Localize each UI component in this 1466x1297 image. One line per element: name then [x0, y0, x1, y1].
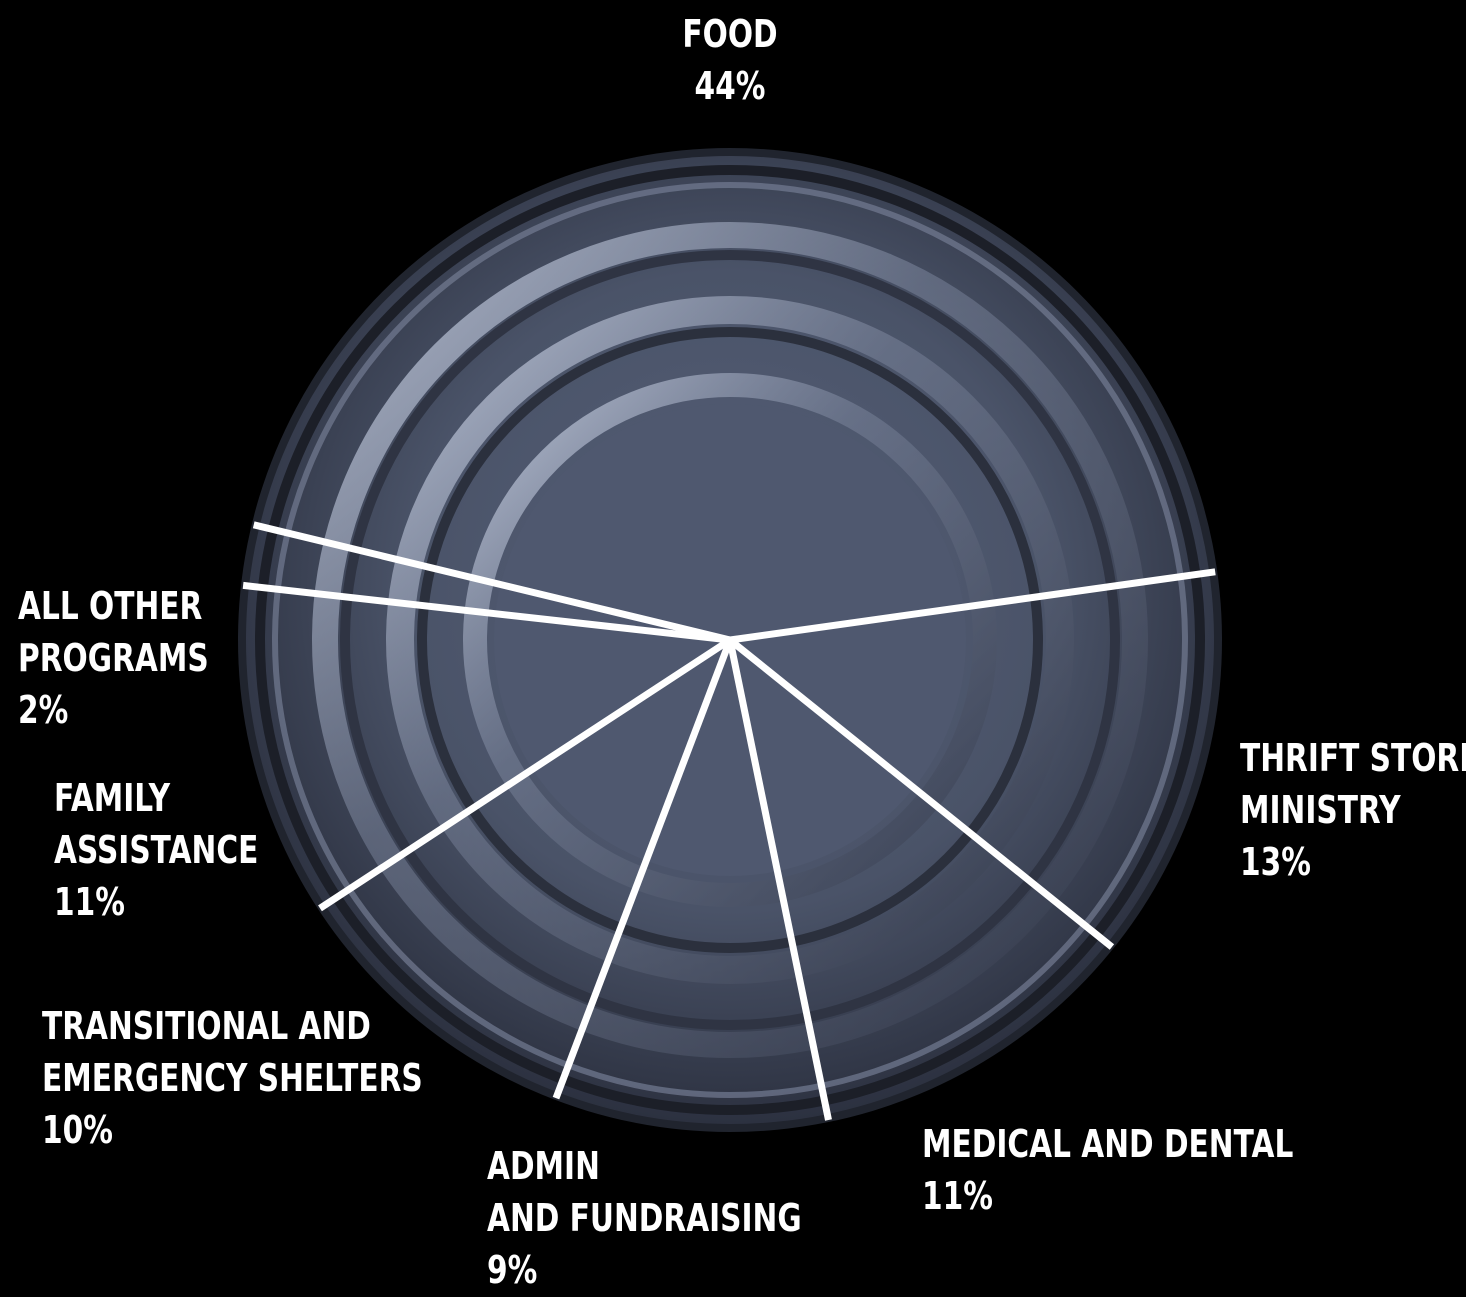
slice-value-5: 11% [54, 880, 125, 924]
slice-label-4-line-0: TRANSITIONAL AND [42, 1004, 371, 1048]
slice-label-2-line-0: MEDICAL AND DENTAL [922, 1122, 1294, 1166]
slice-divider-1 [727, 637, 1115, 950]
slice-label-0-line-0: FOOD [682, 12, 778, 56]
slice-label-6-line-0: ALL OTHER [18, 584, 203, 628]
slice-label-0: FOOD 44% [574, 8, 886, 112]
slice-dividers [242, 521, 1216, 1121]
slice-divider-2 [726, 639, 832, 1121]
slice-label-3: ADMIN AND FUNDRAISING 9% [487, 1140, 802, 1296]
slice-divider-0 [729, 568, 1216, 644]
slice-label-3-line-1: AND FUNDRAISING [487, 1196, 802, 1240]
slice-value-4: 10% [42, 1108, 113, 1152]
slice-divider-4 [318, 637, 732, 912]
slice-value-3: 9% [487, 1248, 538, 1292]
slice-label-5-line-0: FAMILY [54, 776, 171, 820]
slice-value-0: 44% [694, 64, 766, 108]
slice-label-1-line-1: MINISTRY [1240, 788, 1401, 832]
slice-label-5: FAMILY ASSISTANCE 11% [54, 772, 258, 928]
slice-divider-3 [552, 638, 734, 1100]
slice-label-6-line-1: PROGRAMS [18, 636, 209, 680]
slice-label-4: TRANSITIONAL AND EMERGENCY SHELTERS 10% [42, 1000, 423, 1156]
slice-label-1-line-0: THRIFT STORE [1240, 736, 1466, 780]
slice-value-6: 2% [18, 688, 69, 732]
slice-value-1: 13% [1240, 840, 1311, 884]
slice-label-5-line-1: ASSISTANCE [54, 828, 259, 872]
slice-label-3-line-0: ADMIN [487, 1144, 600, 1188]
slice-divider-5 [242, 581, 731, 644]
slice-value-2: 11% [922, 1174, 993, 1218]
slice-label-6: ALL OTHER PROGRAMS 2% [18, 580, 209, 736]
slice-label-4-line-1: EMERGENCY SHELTERS [42, 1056, 423, 1100]
slice-label-2: MEDICAL AND DENTAL 11% [922, 1118, 1293, 1222]
slice-label-1: THRIFT STORE MINISTRY 13% [1240, 732, 1466, 888]
slice-divider-6 [252, 521, 731, 644]
